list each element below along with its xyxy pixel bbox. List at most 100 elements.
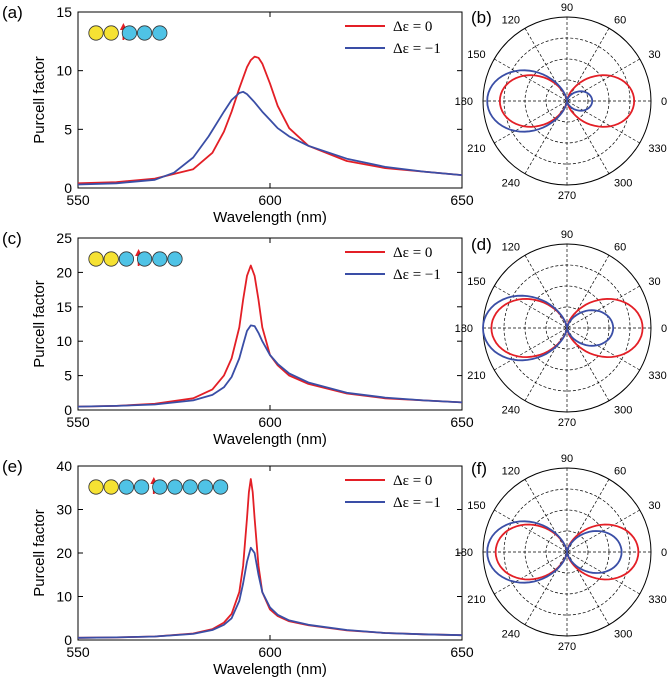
legend-label: Δε = −1 <box>393 41 441 57</box>
polar-angle-label: 180 <box>455 323 473 335</box>
y-axis-label: Purcell factor <box>31 280 48 368</box>
polar-angle-label: 150 <box>467 49 485 61</box>
plot-frame <box>77 465 463 641</box>
polar-angle-label: 330 <box>648 370 666 382</box>
y-tick-label: 20 <box>56 264 72 280</box>
y-axis-label: Purcell factor <box>31 509 48 597</box>
polar-angle-label: 0 <box>661 96 667 108</box>
y-tick-label: 40 <box>56 458 72 474</box>
polar-angle-label: 90 <box>561 453 573 465</box>
series-line-blue <box>77 324 463 408</box>
particle-yellow <box>88 479 104 495</box>
polar-angle-label: 150 <box>467 276 485 288</box>
polar-angle-label: 270 <box>558 417 576 429</box>
particle-cyan <box>121 25 137 41</box>
line-chart-2: 550 600 650 0 10 20 30 40 Wavelength (nm) Purcell… <box>2 457 474 678</box>
particle-cyan <box>137 25 153 41</box>
particle-yellow <box>88 251 104 267</box>
x-tick-label: 550 <box>66 414 90 430</box>
polar-angle-label: 210 <box>467 143 485 155</box>
particle-cyan <box>134 479 150 495</box>
particle-chain <box>88 249 183 267</box>
polar-plot-2: (f) 0 30 60 90 120 150 180 210 240 270 300 330 <box>455 453 667 653</box>
polar-angle-label: 270 <box>558 190 576 202</box>
y-tick-label: 10 <box>56 589 72 605</box>
y-tick-label: 30 <box>56 502 72 518</box>
polar-plot-1: (d) 0 30 60 90 120 150 180 210 240 270 300 330 <box>455 229 667 429</box>
x-tick-label: 550 <box>66 192 90 208</box>
polar-angle-label: 300 <box>614 177 632 189</box>
legend-label: Δε = 0 <box>393 19 432 35</box>
polar-grid-spoke <box>494 509 640 595</box>
y-tick-label: 25 <box>56 230 72 246</box>
polar-grid-spoke <box>494 509 640 595</box>
particle-cyan <box>167 479 183 495</box>
particle-cyan <box>213 479 229 495</box>
polar-angle-label: 240 <box>502 177 520 189</box>
polar-angle-label: 270 <box>558 641 576 653</box>
y-axis-label: Purcell factor <box>31 56 48 144</box>
particle-cyan <box>118 251 135 267</box>
polar-angle-label: 210 <box>467 594 485 606</box>
radiation-pattern-red <box>494 523 640 581</box>
polar-grid-spoke <box>524 479 610 625</box>
polar-angle-label: 150 <box>467 500 485 512</box>
panel-label: (b) <box>471 8 492 27</box>
panel-label: (d) <box>471 235 492 254</box>
x-tick-label: 550 <box>66 644 90 660</box>
polar-grid-spoke <box>524 255 610 401</box>
particle-chain <box>88 23 168 41</box>
x-axis-label: Wavelength (nm) <box>213 661 327 678</box>
particle-chain <box>88 477 229 495</box>
y-tick-label: 0 <box>64 180 72 196</box>
polar-grid-spoke <box>494 58 640 144</box>
polar-angle-label: 30 <box>648 49 660 61</box>
y-tick-label: 10 <box>56 333 72 349</box>
panel-label: (a) <box>2 3 23 22</box>
panel-label: (f) <box>471 459 487 478</box>
y-tick-label: 5 <box>64 121 72 137</box>
series-line-blue <box>77 90 463 186</box>
radiation-pattern-blue <box>482 294 615 362</box>
particle-cyan <box>167 251 183 267</box>
particle-cyan <box>152 479 168 495</box>
x-tick-label: 650 <box>450 192 474 208</box>
line-chart-0: 550 600 650 0 5 10 15 Wavelength (nm) Purcell fa… <box>2 3 474 226</box>
polar-angle-label: 180 <box>455 547 473 559</box>
polar-frame <box>482 16 652 186</box>
x-tick-label: 600 <box>258 414 282 430</box>
x-tick-label: 600 <box>258 192 282 208</box>
polar-angle-label: 60 <box>614 242 626 254</box>
polar-frame <box>482 467 652 637</box>
legend-label: Δε = −1 <box>393 267 441 283</box>
polar-angle-label: 240 <box>502 404 520 416</box>
series-line-blue <box>77 546 463 639</box>
y-tick-label: 5 <box>64 368 72 384</box>
polar-grid-spoke <box>524 28 610 174</box>
x-tick-label: 600 <box>258 644 282 660</box>
polar-angle-label: 300 <box>614 404 632 416</box>
polar-angle-label: 300 <box>614 628 632 640</box>
plot-frame <box>77 11 463 189</box>
polar-angle-label: 60 <box>614 15 626 27</box>
polar-angle-label: 120 <box>502 242 520 254</box>
particle-cyan <box>118 479 135 495</box>
polar-angle-label: 90 <box>561 229 573 241</box>
polar-grid-spoke <box>494 58 640 144</box>
particle-yellow <box>103 479 119 495</box>
series-line-red <box>77 55 463 185</box>
polar-angle-label: 120 <box>502 15 520 27</box>
polar-angle-label: 120 <box>502 466 520 478</box>
x-axis-label: Wavelength (nm) <box>213 209 327 226</box>
particle-yellow <box>103 25 119 41</box>
polar-angle-label: 0 <box>661 547 667 559</box>
polar-angle-label: 240 <box>502 628 520 640</box>
polar-angle-label: 30 <box>648 500 660 512</box>
y-tick-label: 15 <box>56 299 72 315</box>
legend-label: Δε = 0 <box>393 473 432 489</box>
particle-cyan <box>152 25 168 41</box>
y-tick-label: 15 <box>56 4 72 20</box>
series-line-red <box>77 264 463 408</box>
particle-cyan <box>182 479 198 495</box>
